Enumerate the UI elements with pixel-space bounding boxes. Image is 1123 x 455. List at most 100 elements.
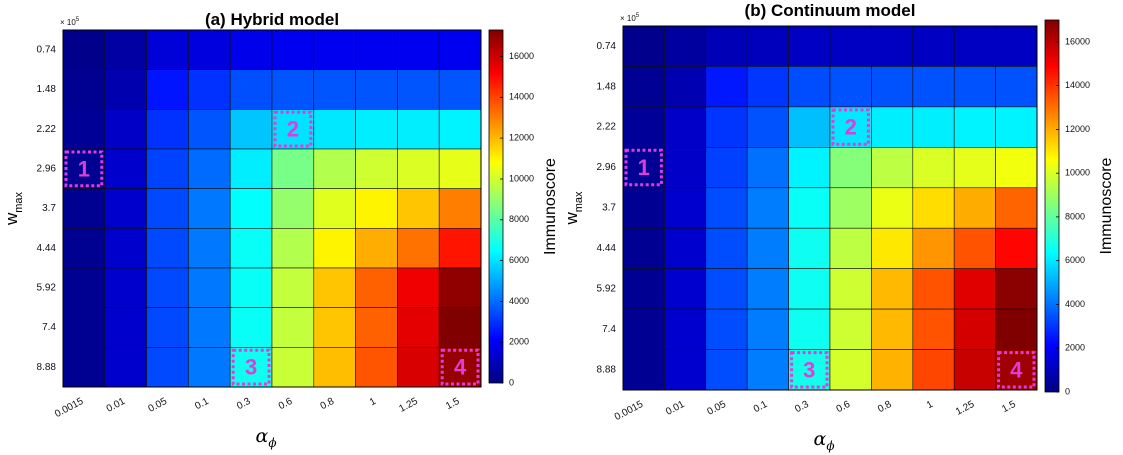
heatmap-cell (829, 308, 872, 350)
y-multiplier: × 105 (620, 13, 640, 23)
heatmap-cell (438, 307, 482, 348)
x-tick-label: 0.3 (235, 396, 253, 412)
heatmap-cell (871, 187, 914, 229)
heatmap-cell (829, 106, 872, 148)
heatmap-cell (62, 69, 106, 110)
x-tick-label: 0.0015 (613, 399, 646, 423)
plot-frame (62, 29, 482, 388)
heatmap-cell (271, 69, 315, 110)
heatmap-cell (271, 228, 315, 269)
heatmap-cell (788, 106, 831, 148)
heatmap-cell (705, 349, 748, 391)
marker-label-1: 1 (638, 155, 650, 180)
heatmap-cell (995, 187, 1038, 229)
heatmap-cell (229, 228, 273, 269)
heatmap-cell (829, 268, 872, 310)
y-tick-label: 0.74 (597, 41, 617, 52)
heatmap-cell (746, 106, 789, 148)
heatmap-cell (664, 187, 707, 229)
x-axis-label-subscript: ϕ (268, 436, 276, 450)
heatmap-cell (746, 147, 789, 189)
heatmap-cell (313, 148, 356, 189)
heatmap-cell (995, 106, 1038, 148)
heatmap-cell (871, 308, 914, 350)
heatmap-cell (104, 228, 147, 269)
heatmap-cell (355, 109, 398, 150)
heatmap-cell (188, 148, 231, 189)
heatmap-cell (995, 25, 1038, 67)
heatmap-cell (995, 227, 1038, 269)
heatmap-cell (438, 228, 482, 269)
heatmap-cell (188, 307, 231, 348)
heatmap-cell (229, 148, 273, 189)
heatmap-cell (664, 106, 707, 148)
colorbar-tick-label: 4000 (1065, 299, 1085, 309)
colorbar-tick-label: 12000 (1065, 124, 1090, 134)
heatmap-cell (397, 29, 440, 70)
x-tick-label: 0.6 (277, 396, 295, 412)
heatmap-cell (788, 25, 831, 67)
heatmap-cell (622, 187, 665, 229)
heatmap-cell (788, 66, 831, 108)
heatmap-cell (829, 66, 872, 108)
x-tick-label: 0.6 (835, 399, 853, 415)
heatmap-cell (912, 268, 955, 310)
heatmap-cell (705, 147, 748, 189)
colorbar-tick-label: 2000 (1065, 343, 1085, 353)
marker-label-2: 2 (845, 115, 857, 140)
x-tick-label: 1.25 (954, 399, 977, 418)
x-tick-label: 0.05 (147, 396, 170, 415)
heatmap-cell (355, 347, 398, 388)
y-axis-label: wmax (2, 191, 25, 226)
heatmap-cell (912, 349, 955, 391)
colorbar-tick-label: 8000 (1065, 211, 1085, 221)
heatmap-cell (397, 267, 440, 308)
heatmap-cell (188, 69, 231, 110)
heatmap-cell (746, 308, 789, 350)
marker-box-3 (790, 351, 829, 389)
heatmap-cell (953, 25, 996, 67)
marker-label-4: 4 (454, 355, 467, 380)
heatmap-cell (313, 188, 356, 229)
heatmap-cell (271, 148, 315, 189)
heatmap-cell (146, 148, 189, 189)
heatmap-cell (355, 69, 398, 110)
marker-label-2: 2 (287, 117, 299, 142)
heatmap-cell (438, 69, 482, 110)
heatmap-cell (829, 25, 872, 67)
heatmap-cell (62, 148, 106, 189)
heatmap-cell (397, 347, 440, 388)
heatmap-cell (953, 66, 996, 108)
heatmap-cell (664, 66, 707, 108)
heatmap-cell (746, 66, 789, 108)
heatmap-cell (188, 228, 231, 269)
heatmap-cell (664, 147, 707, 189)
heatmap-cell (62, 307, 106, 348)
colorbar (488, 29, 504, 384)
heatmap-cell (313, 109, 356, 150)
heatmap-cell (829, 147, 872, 189)
y-tick-label: 1.48 (597, 81, 617, 92)
heatmap-cell (953, 308, 996, 350)
heatmap-cell (355, 148, 398, 189)
heatmap-cell (622, 268, 665, 310)
marker-box-3 (231, 348, 271, 386)
heatmap-panel-a: 0.74 1.48 2.22 2.96 3.7 4.44 5.92 7.4 8.88 0.0015… (2, 10, 559, 450)
y-tick-label: 3.7 (42, 203, 56, 214)
heatmap-cell (871, 349, 914, 391)
x-axis-label-main: α (255, 425, 268, 447)
colorbar-tick-label: 0 (1065, 386, 1070, 396)
x-axis-label-main: α (813, 428, 826, 450)
colorbar-tick-label: 16000 (509, 51, 534, 61)
marker-label-3: 3 (245, 355, 257, 380)
heatmap-cell (622, 308, 665, 350)
y-multiplier-base: × 10 (620, 14, 636, 23)
heatmap-cell (146, 307, 189, 348)
heatmap-cell (829, 187, 872, 229)
x-tick-label: 0.1 (193, 396, 211, 412)
heatmap-cell (788, 227, 831, 269)
marker-label-3: 3 (803, 357, 815, 382)
heatmap-cell (788, 268, 831, 310)
heatmap-cell (188, 267, 231, 308)
